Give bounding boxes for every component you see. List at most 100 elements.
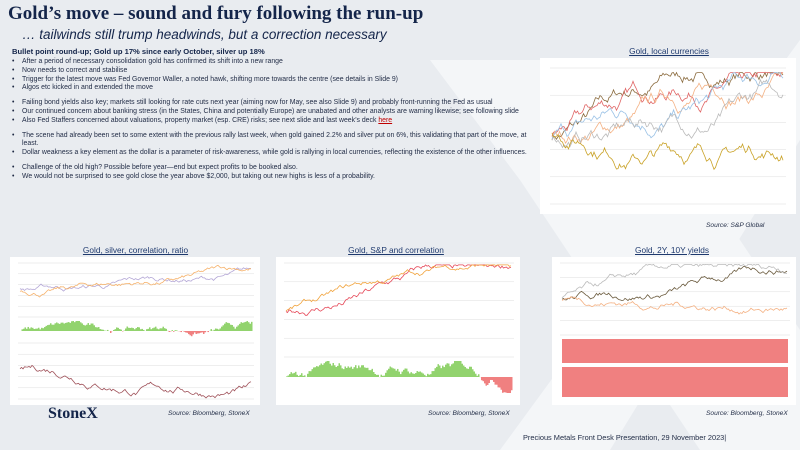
chart-bar bbox=[425, 376, 427, 377]
chart-bar bbox=[508, 377, 510, 393]
chart-bar bbox=[292, 373, 294, 377]
chart-bar bbox=[89, 324, 91, 331]
chart-bar bbox=[161, 328, 163, 331]
chart-bar bbox=[473, 371, 475, 377]
chart-bar bbox=[87, 323, 89, 331]
chart-bar bbox=[341, 368, 343, 377]
chart-bar bbox=[457, 361, 459, 377]
chart-bar bbox=[442, 365, 444, 377]
chart-bar bbox=[314, 367, 316, 377]
chart-bar bbox=[287, 375, 289, 377]
chart-bar bbox=[218, 329, 220, 331]
source: Source: Bloomberg, StoneX bbox=[706, 410, 788, 417]
chart-bar bbox=[221, 326, 223, 331]
chart-bar bbox=[316, 366, 318, 377]
chart-bar bbox=[117, 327, 119, 331]
chart-bar bbox=[101, 329, 103, 331]
chart-bar bbox=[113, 329, 115, 331]
chart-bar bbox=[243, 322, 245, 331]
chart-bar bbox=[415, 373, 417, 377]
chart-bar bbox=[158, 329, 160, 331]
chart-area bbox=[562, 339, 788, 363]
chart-bar bbox=[358, 365, 360, 377]
chart-line bbox=[19, 364, 252, 399]
chart-bar bbox=[128, 327, 130, 331]
chart-bar bbox=[295, 371, 297, 377]
chart-bar bbox=[71, 321, 73, 331]
chart-bar bbox=[332, 362, 334, 377]
chart-bar bbox=[446, 363, 448, 377]
chart-bar bbox=[499, 377, 501, 388]
chart-bar bbox=[418, 371, 420, 377]
chart-bar bbox=[385, 372, 387, 377]
chart-bar bbox=[370, 370, 372, 377]
chart-bar bbox=[439, 365, 441, 377]
chart-bar bbox=[349, 367, 351, 377]
chart-bar bbox=[506, 377, 508, 393]
chart-bar bbox=[102, 329, 104, 331]
chart-title: Gold, silver, correlation, ratio bbox=[82, 245, 189, 255]
chart-bar bbox=[403, 369, 405, 377]
chart-bar bbox=[230, 324, 232, 331]
chart-bar bbox=[491, 377, 493, 381]
chart-bar bbox=[364, 367, 366, 377]
bullet-group: The scene had already been set to some e… bbox=[12, 132, 532, 158]
chart-bar bbox=[150, 329, 152, 331]
chart-bar bbox=[77, 321, 79, 331]
chart-bar bbox=[225, 322, 227, 331]
link[interactable]: here bbox=[378, 116, 393, 124]
chart-bar bbox=[286, 376, 288, 377]
chart-bar bbox=[460, 361, 462, 377]
bullet: The scene had already been set to some e… bbox=[12, 132, 532, 150]
footer-text: Precious Metals Front Desk Presentation,… bbox=[523, 433, 727, 442]
chart-bar bbox=[380, 374, 382, 377]
chart-bar bbox=[165, 328, 167, 331]
chart-image bbox=[276, 257, 520, 405]
chart-bar bbox=[410, 372, 412, 377]
chart-bar bbox=[33, 329, 35, 331]
chart-image bbox=[552, 257, 796, 405]
chart-bar bbox=[153, 327, 155, 331]
chart-line bbox=[551, 72, 784, 139]
chart-bar bbox=[377, 374, 379, 377]
bullet: Now needs to correct and stabilise bbox=[12, 67, 532, 76]
source: Source: S&P Global bbox=[706, 222, 765, 229]
chart-bar bbox=[185, 331, 187, 333]
chart-bar bbox=[455, 361, 457, 377]
chart-bar bbox=[482, 377, 484, 382]
chart-bar bbox=[98, 327, 100, 331]
chart-bar bbox=[440, 368, 442, 377]
chart-bar bbox=[299, 374, 301, 377]
chart-bar bbox=[51, 324, 53, 331]
chart-bar bbox=[359, 367, 361, 377]
chart-bar bbox=[304, 375, 306, 377]
chart-bar bbox=[298, 376, 300, 377]
chart-bar bbox=[138, 327, 140, 331]
chart-bar bbox=[63, 323, 65, 331]
chart-bar bbox=[355, 365, 357, 377]
bullet: Dollar weakness a key element as the dol… bbox=[12, 149, 532, 158]
chart-bar bbox=[419, 371, 421, 377]
chart-bar bbox=[125, 328, 127, 331]
chart-bar bbox=[311, 369, 313, 377]
chart-bar bbox=[382, 375, 384, 377]
chart-bar bbox=[78, 321, 80, 331]
chart-bar bbox=[394, 368, 396, 377]
chart-bar bbox=[448, 363, 450, 377]
chart-bar bbox=[62, 322, 64, 331]
chart-bar bbox=[293, 372, 295, 377]
chart-bar bbox=[126, 326, 128, 331]
chart-bar bbox=[180, 331, 182, 333]
chart-bar bbox=[449, 366, 451, 377]
chart-bar bbox=[191, 331, 193, 337]
bullet-group: Failing bond yields also key; markets st… bbox=[12, 99, 532, 125]
bullet-group: Challenge of the old high? Possible befo… bbox=[12, 164, 532, 182]
chart-bar bbox=[296, 374, 298, 377]
chart-area bbox=[562, 367, 788, 397]
chart-bar bbox=[319, 365, 321, 377]
chart-bar bbox=[398, 371, 400, 377]
chart-bar bbox=[231, 324, 233, 331]
chart-bar bbox=[246, 321, 248, 331]
chart-bar bbox=[422, 373, 424, 377]
chart-bar bbox=[368, 370, 370, 377]
